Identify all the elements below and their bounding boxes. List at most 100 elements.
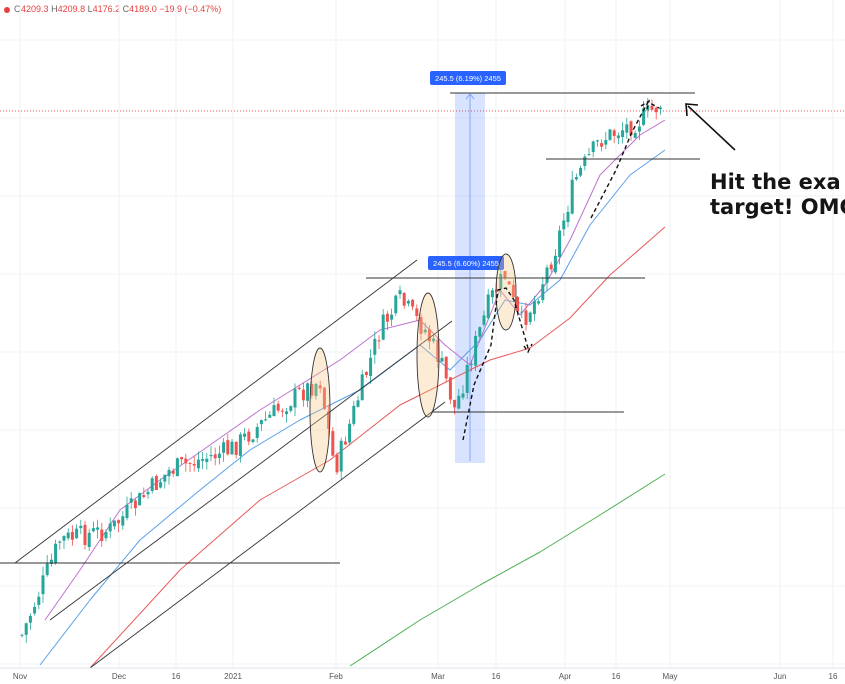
- candle-body: [335, 454, 339, 473]
- candle: [352, 400, 356, 426]
- candle: [251, 438, 255, 444]
- candle-body: [356, 400, 360, 407]
- candle-body: [75, 528, 79, 539]
- candle: [87, 528, 91, 551]
- candle: [537, 299, 541, 306]
- candle-body: [125, 504, 129, 518]
- candle-body: [322, 387, 326, 409]
- projection-arrowhead-2: [640, 99, 651, 110]
- candle-body: [314, 383, 318, 397]
- candle: [201, 451, 205, 470]
- candle: [310, 380, 314, 399]
- candle-body: [255, 426, 259, 439]
- candle: [121, 510, 125, 530]
- candle-body: [66, 532, 70, 539]
- highlight-ellipse: [495, 253, 517, 331]
- candle-body: [587, 154, 591, 156]
- candle-body: [499, 273, 503, 290]
- candle: [243, 428, 247, 441]
- channel-middle-line: [49, 320, 453, 621]
- candle-body: [49, 559, 53, 564]
- candle-body: [272, 405, 276, 417]
- candle-body: [58, 541, 62, 543]
- candle: [654, 106, 658, 120]
- candle: [28, 613, 32, 630]
- candle: [415, 304, 419, 321]
- candle: [54, 539, 58, 565]
- candle-body: [318, 385, 322, 389]
- candle: [486, 288, 490, 321]
- candle-body: [310, 384, 314, 396]
- candle: [184, 453, 188, 472]
- candle-body: [612, 130, 616, 136]
- ohlc-legend: O4209.3 H4209.8 L4176.2 C4189.0 −19.9 (−…: [4, 4, 221, 14]
- candle: [138, 492, 142, 506]
- highlight-ellipse: [416, 292, 440, 418]
- candle-body: [486, 294, 490, 319]
- candle-body: [108, 523, 112, 532]
- candle-body: [570, 179, 574, 214]
- candle: [343, 436, 347, 446]
- candle-body: [532, 301, 536, 315]
- candle: [66, 528, 70, 541]
- candle: [289, 405, 293, 413]
- candle-body: [243, 433, 247, 437]
- candle-body: [549, 264, 553, 270]
- candle-body: [474, 335, 478, 366]
- candle: [339, 437, 343, 481]
- candle: [301, 382, 305, 407]
- candle: [259, 419, 263, 431]
- candle: [171, 468, 175, 477]
- candle-body: [83, 524, 87, 546]
- candle: [612, 128, 616, 144]
- candle-body: [503, 270, 507, 279]
- time-axis: Nov Dec 16 2021 Feb Mar 16 Apr 16 May Jun 16: [0, 667, 845, 681]
- candle-body: [377, 340, 381, 342]
- candle-body: [24, 623, 28, 635]
- projection-arrowhead-1: [523, 343, 533, 354]
- candle-body: [100, 529, 104, 542]
- candle: [348, 419, 352, 446]
- candle-body: [293, 388, 297, 408]
- candle: [322, 386, 326, 411]
- candle-body: [327, 411, 331, 429]
- candle-body: [558, 230, 562, 258]
- candle: [520, 305, 524, 319]
- candle-body: [150, 478, 154, 492]
- candle-body: [226, 440, 230, 455]
- open-value: 4209.3: [21, 4, 49, 14]
- candle-body: [444, 356, 448, 379]
- candle-body: [495, 289, 499, 292]
- candle-body: [457, 395, 461, 409]
- candle-body: [507, 281, 511, 285]
- candle: [188, 461, 192, 473]
- ma-blue: [39, 149, 666, 666]
- close-label: C: [122, 4, 130, 14]
- callout-arrow-line: [687, 105, 736, 151]
- candle-body: [339, 440, 343, 472]
- candle: [390, 308, 394, 326]
- candle: [112, 520, 116, 530]
- candle-body: [440, 357, 444, 362]
- candle-body: [117, 520, 121, 524]
- candle: [650, 99, 654, 111]
- candle: [285, 407, 289, 423]
- candle: [45, 555, 49, 577]
- candle: [637, 120, 641, 140]
- candle-body: [436, 339, 440, 362]
- candle: [444, 356, 448, 383]
- high-value: 4209.8: [57, 4, 86, 14]
- candle: [331, 427, 335, 457]
- candle-body: [264, 419, 268, 421]
- candle: [180, 456, 184, 465]
- x-tick-label: Mar: [431, 672, 445, 681]
- candle: [448, 377, 452, 405]
- candle: [528, 311, 532, 325]
- candle-body: [142, 495, 146, 498]
- highlight-ellipse: [309, 347, 331, 473]
- candle: [558, 225, 562, 265]
- candle: [419, 313, 423, 341]
- x-tick-label: Nov: [13, 672, 27, 681]
- x-tick-label: 16: [492, 672, 501, 681]
